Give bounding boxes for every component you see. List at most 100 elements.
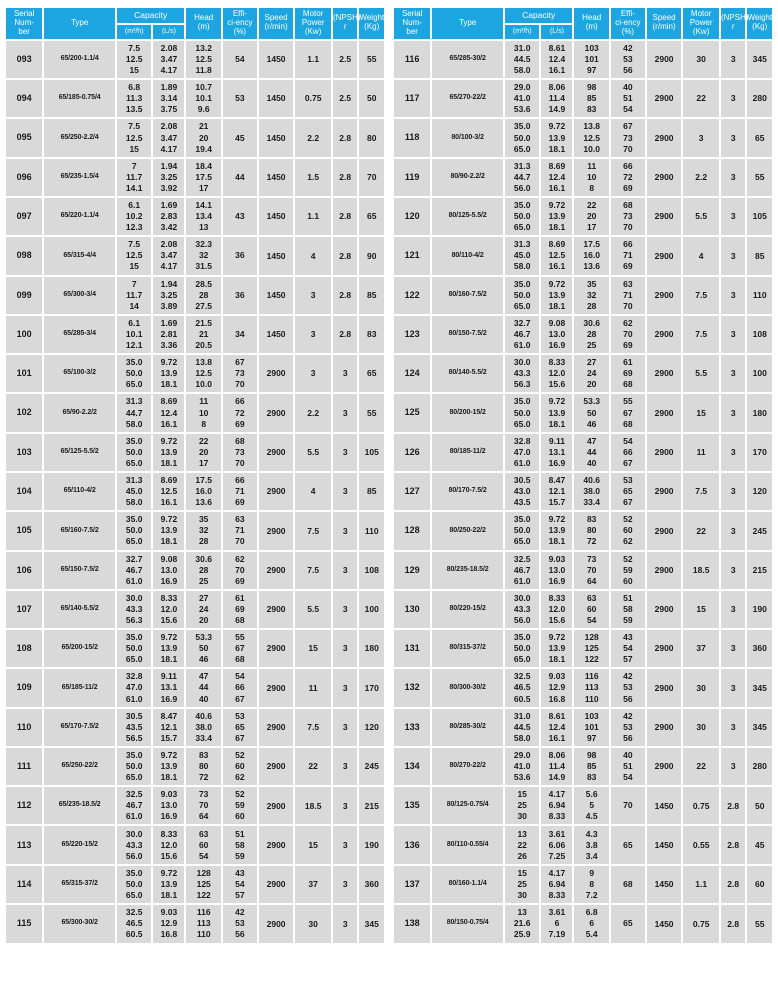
cell-capacity-ls-value: 9.72	[160, 632, 178, 643]
cell-head: 30.6 28 25	[574, 315, 609, 354]
table-row: 109 65/185-11/2 32.8 47.0 61.0 9.11 13.1 16.9 47…	[6, 669, 384, 707]
cell-capacity-m3h: 32.7 46.7 61.0	[504, 315, 540, 354]
cell-head: 22 20 17	[574, 197, 609, 236]
cell-motor-power: 2.2	[295, 394, 331, 432]
cell-motor-power: 22	[683, 80, 719, 118]
cell-npsh: 3	[720, 708, 746, 746]
cell-efficiency-value: 71	[235, 525, 245, 536]
cell-efficiency-value: 54	[235, 878, 245, 889]
cell-efficiency-value: 67	[235, 357, 245, 368]
cell-efficiency-value: 73	[235, 368, 245, 379]
cell-capacity-m3h-value: 41.0	[513, 93, 531, 104]
cell-head-value: 17	[198, 182, 209, 193]
cell-efficiency-value: 60	[235, 811, 245, 822]
cell-capacity-ls-value: 15.6	[548, 614, 566, 625]
cell-type: 80/150-7.5/2	[432, 315, 503, 354]
col-header-serial-number: Serial Num- ber	[394, 8, 431, 39]
cell-capacity-ls: 9.03 13.0 16.9	[153, 787, 185, 825]
cell-type: 65/110-4/2	[44, 472, 115, 511]
cell-efficiency: 63 71 70	[222, 512, 257, 550]
cell-capacity-ls-value: 16.1	[548, 182, 566, 193]
cell-efficiency-value: 51	[235, 828, 245, 839]
cell-head-value: 63	[198, 828, 209, 839]
cell-efficiency-value: 40	[623, 82, 633, 93]
cell-motor-power: 0.75	[683, 787, 719, 825]
col-header-npsh: (NPSH) r	[720, 8, 749, 39]
cell-capacity-m3h-value: 35.0	[125, 867, 143, 878]
cell-head: 35 32 28	[186, 512, 221, 550]
serial-line-2: Num-	[14, 17, 34, 27]
cell-capacity-m3h: 13 21.6 25.9	[504, 905, 540, 943]
cell-head-value: 13.6	[583, 261, 600, 272]
cell-head-value: 72	[586, 536, 597, 547]
serial-line-2: Num-	[402, 17, 422, 27]
cell-capacity-ls-value: 11.4	[548, 761, 565, 772]
cell-head-value: 32	[198, 525, 209, 536]
cell-npsh: 3	[720, 433, 746, 471]
cell-npsh: 3	[720, 237, 746, 275]
cell-npsh: 2.8	[720, 865, 746, 904]
cell-head-value: 63	[586, 592, 597, 603]
cell-capacity-m3h-value: 46.7	[513, 328, 531, 339]
cell-head: 10.7 10.1 9.6	[186, 80, 221, 118]
cell-speed: 1450	[258, 158, 294, 196]
cell-motor-power: 2.2	[683, 158, 719, 196]
cell-capacity-m3h-value: 15	[129, 261, 139, 272]
cell-capacity-m3h-value: 46.5	[125, 918, 143, 929]
cell-head: 35 32 28	[574, 276, 609, 314]
cell-capacity-ls-value: 8.69	[160, 475, 178, 486]
cell-capacity-ls-value: 13.1	[160, 682, 178, 693]
cell-type: 65/170-7.5/2	[44, 708, 115, 746]
cell-capacity-ls-value: 3.25	[160, 171, 178, 182]
cell-weight: 108	[359, 551, 384, 589]
cell-head: 63 60 54	[574, 590, 609, 629]
cell-speed: 2900	[258, 472, 294, 511]
cell-capacity-m3h-value: 50.0	[513, 525, 531, 536]
cell-head: 28.5 28 27.5	[186, 276, 221, 314]
cell-capacity-ls-value: 1.69	[160, 200, 178, 211]
cell-capacity-ls-value: 6.06	[548, 839, 566, 850]
cell-head-value: 21	[198, 328, 209, 339]
cell-capacity-ls-value: 12.0	[160, 603, 178, 614]
cell-serial-number: 110	[6, 708, 43, 746]
cell-capacity-m3h: 30.0 43.3 56.0	[504, 590, 540, 629]
cell-capacity-m3h-value: 7	[131, 160, 137, 171]
cell-efficiency: 62 70 69	[610, 315, 645, 354]
cell-head-value: 27	[586, 357, 597, 368]
cell-motor-power: 15	[295, 826, 331, 864]
cell-capacity-ls-value: 12.1	[160, 721, 178, 732]
cell-efficiency: 70	[610, 787, 645, 825]
cell-head-value: 10.7	[195, 82, 212, 93]
cell-head-value: 12.5	[583, 132, 600, 143]
cell-weight: 345	[747, 669, 772, 707]
col-header-type: Type	[432, 8, 503, 39]
cell-efficiency-value: 53	[623, 53, 633, 64]
cell-capacity-ls-value: 9.72	[160, 867, 178, 878]
cell-capacity-ls-value: 2.08	[160, 239, 178, 250]
cell-efficiency: 53 65 67	[610, 472, 645, 511]
cell-efficiency-value: 59	[235, 850, 245, 861]
pump-spec-table-left: Serial Num- ber Type Capacity Head (m) E…	[4, 6, 386, 943]
cell-capacity-m3h-value: 58.0	[125, 418, 143, 429]
cell-head-value: 21.5	[195, 317, 212, 328]
cell-efficiency-value: 53	[235, 710, 245, 721]
table-row: 113 65/220-15/2 30.0 43.3 56.0 8.33 12.0 15.6 63…	[6, 826, 384, 864]
cell-head-value: 5	[589, 800, 595, 811]
cell-weight: 45	[747, 826, 772, 864]
cell-serial-number: 103	[6, 433, 43, 471]
cell-capacity-m3h-value: 65.0	[125, 379, 143, 390]
cell-capacity-ls-value: 13.9	[160, 446, 178, 457]
cell-head-value: 64	[198, 811, 209, 822]
table-row: 105 65/160-7.5/2 35.0 50.0 65.0 9.72 13.9 18.1 3…	[6, 512, 384, 550]
cell-type: 80/110-4/2	[432, 237, 503, 275]
motor-line-1: Motor	[302, 9, 324, 18]
cell-weight: 170	[747, 433, 772, 471]
cell-weight: 70	[359, 158, 384, 196]
cell-capacity-ls-value: 16.9	[548, 575, 566, 586]
cell-capacity-ls-value: 13.9	[548, 407, 566, 418]
cell-capacity-m3h-value: 50.0	[125, 446, 143, 457]
cell-efficiency-value: 55	[235, 632, 245, 643]
cell-efficiency: 45	[222, 119, 257, 157]
cell-capacity-ls-value: 8.33	[548, 889, 566, 900]
